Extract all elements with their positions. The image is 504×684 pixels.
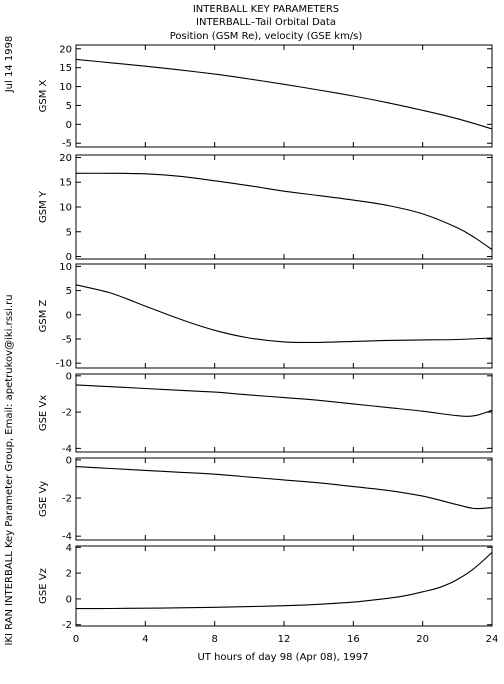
panel-y-label: GSE Vx [38, 395, 49, 431]
y-tick-label: 0 [66, 120, 72, 131]
y-tick-label: 5 [66, 227, 72, 238]
panel-4: -4 -2 0 GSE Vx [38, 371, 493, 455]
panel-frame [75, 545, 493, 627]
y-tick-label: 20 [59, 44, 72, 55]
panel-frame [75, 44, 493, 148]
y-tick-label: -2 [62, 408, 72, 419]
y-tick-label: 2 [66, 569, 72, 580]
panel-frame [75, 373, 493, 453]
title-line-2: INTERBALL–Tail Orbital Data [196, 17, 336, 28]
y-tick-label: -5 [62, 334, 72, 345]
panel-y-label: GSE Vy [38, 481, 49, 517]
y-tick-label: 10 [59, 262, 72, 273]
y-tick-label: 5 [66, 101, 72, 112]
panel-y-label: GSM Z [38, 299, 49, 332]
side-credit: IKI RAN INTERBALL Key Parameter Group, E… [4, 294, 15, 645]
title-line-1: INTERBALL KEY PARAMETERS [193, 4, 339, 15]
y-tick-label: 0 [66, 371, 72, 382]
panel-2: 0 5 10 15 20 GSM Y [38, 153, 493, 263]
y-tick-label: 10 [59, 82, 72, 93]
x-tick-label: 0 [73, 634, 79, 645]
panel-frame [75, 263, 493, 369]
panel-y-label: GSM X [38, 79, 49, 112]
title-line-3: Position (GSM Re), velocity (GSE km/s) [170, 31, 363, 42]
series-line [75, 284, 493, 343]
x-tick-label: 24 [486, 634, 499, 645]
y-tick-label: 10 [59, 203, 72, 214]
y-tick-label: 0 [66, 594, 72, 605]
x-tick-label: 4 [142, 634, 148, 645]
x-tick-label: 20 [416, 634, 429, 645]
y-tick-label: 0 [66, 455, 72, 466]
panel-6: -2 0 2 4 GSE Vz [38, 543, 493, 631]
y-tick-label: -10 [56, 359, 72, 370]
series-line [75, 384, 493, 417]
panel-y-label: GSM Y [38, 190, 49, 223]
series-line [75, 552, 493, 610]
x-tick-label: 12 [278, 634, 291, 645]
y-tick-label: 20 [59, 153, 72, 164]
y-tick-label: 15 [59, 63, 72, 74]
panel-y-label: GSE Vz [38, 568, 49, 604]
y-tick-label: 5 [66, 286, 72, 297]
series-line [75, 466, 493, 510]
y-tick-label: 0 [66, 310, 72, 321]
series-line [75, 172, 493, 251]
y-tick-label: -2 [62, 494, 72, 505]
x-tick-label: 16 [347, 634, 360, 645]
y-tick-label: -4 [62, 444, 72, 455]
x-tick-label: 8 [211, 634, 217, 645]
panel-1: -5 0 5 10 15 20 GSM X [38, 44, 493, 150]
panel-3: -10 -5 0 5 10 GSM Z [38, 262, 493, 370]
x-axis-label: UT hours of day 98 (Apr 08), 1997 [197, 652, 368, 663]
series-line [75, 58, 493, 130]
y-tick-label: 15 [59, 178, 72, 189]
y-tick-label: 0 [66, 252, 72, 263]
y-tick-label: -4 [62, 532, 72, 543]
panel-frame [75, 154, 493, 260]
y-tick-label: -2 [62, 620, 72, 631]
side-date: Jul 14 1998 [4, 36, 15, 94]
y-tick-label: -5 [62, 139, 72, 150]
y-tick-label: 4 [66, 543, 72, 554]
panel-5: -4 -2 0 GSE Vy [38, 455, 493, 543]
